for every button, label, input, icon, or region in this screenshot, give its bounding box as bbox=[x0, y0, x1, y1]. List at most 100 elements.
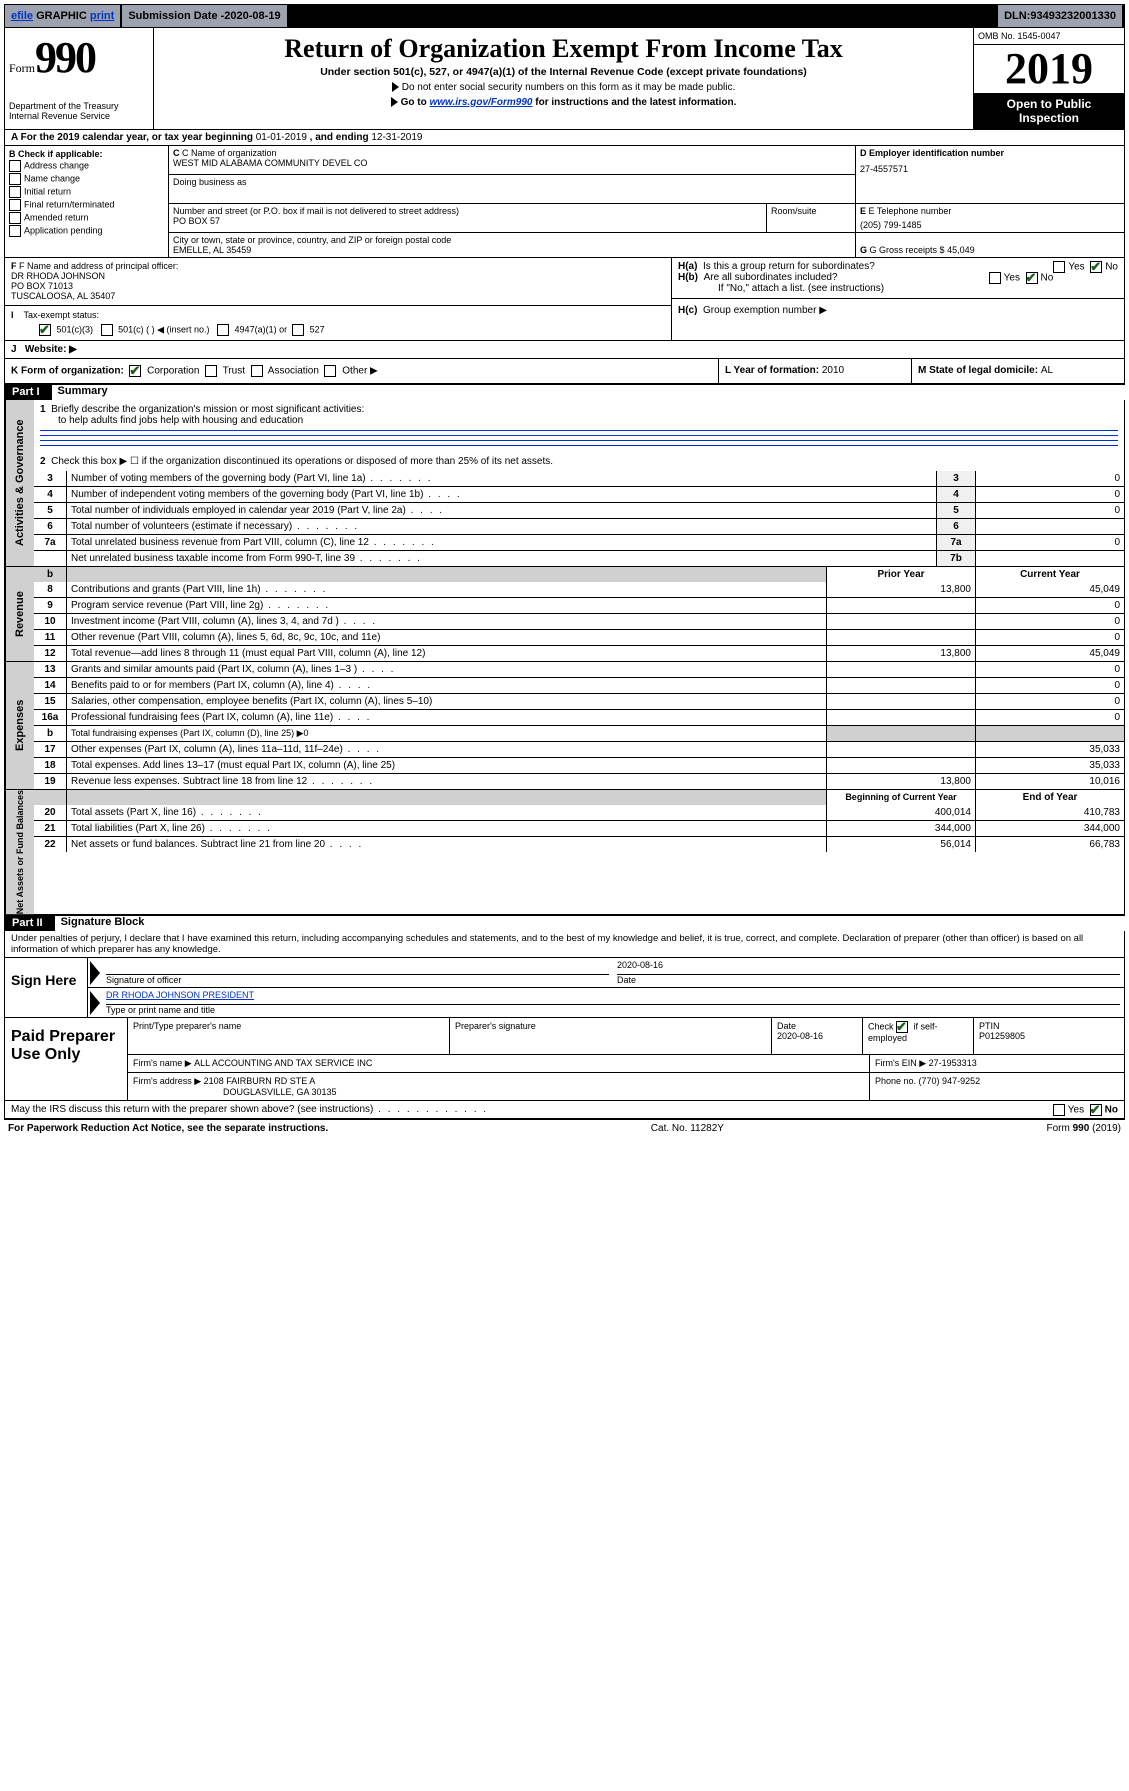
prior-val bbox=[827, 662, 976, 678]
sign-here-block: Sign Here Signature of officer 2020-08-1… bbox=[4, 958, 1125, 1018]
row-box: 4 bbox=[937, 487, 976, 503]
row-val bbox=[976, 519, 1125, 535]
prior-val bbox=[827, 630, 976, 646]
row-num: 3 bbox=[34, 471, 67, 487]
discuss-line: May the IRS discuss this return with the… bbox=[4, 1101, 1125, 1119]
chk-pending[interactable]: Application pending bbox=[9, 225, 164, 237]
chk-amended[interactable]: Amended return bbox=[9, 212, 164, 224]
line-a: A For the 2019 calendar year, or tax yea… bbox=[4, 130, 1125, 146]
row-text: Other revenue (Part VIII, column (A), li… bbox=[67, 630, 827, 646]
tax-status-opts: 501(c)(3) 501(c) ( ) ◀ (insert no.) 4947… bbox=[11, 324, 665, 336]
side-rev: Revenue bbox=[5, 567, 34, 661]
q2-label: Check this box ▶ ☐ if the organization d… bbox=[51, 456, 553, 467]
officer-addr1: PO BOX 71013 bbox=[11, 281, 665, 291]
firm-phone: Phone no. (770) 947-9252 bbox=[870, 1073, 1124, 1100]
row-text: Total liabilities (Part X, line 26) bbox=[67, 821, 827, 837]
net-assets-section: Net Assets or Fund Balances Beginning of… bbox=[4, 790, 1125, 915]
chk-address[interactable]: Address change bbox=[9, 160, 164, 172]
triangle-icon bbox=[392, 82, 399, 92]
line-j: J Website: ▶ bbox=[4, 341, 1125, 359]
tax-year: 2019 bbox=[974, 45, 1124, 93]
part2-header: Part II Signature Block bbox=[4, 915, 1125, 931]
row-box: 6 bbox=[937, 519, 976, 535]
dln-cell: DLN: 93493232001330 bbox=[998, 5, 1122, 27]
curr-val: 35,033 bbox=[976, 742, 1125, 758]
chk-initial[interactable]: Initial return bbox=[9, 186, 164, 198]
row-box: 7a bbox=[937, 535, 976, 551]
phone-label: E E Telephone number bbox=[860, 206, 1120, 216]
chk-4947[interactable] bbox=[217, 324, 229, 336]
firm-addr: Firm's address ▶ 2108 FAIRBURN RD STE AD… bbox=[128, 1073, 870, 1100]
top-links: efile GRAPHIC print bbox=[5, 5, 120, 27]
efile-link[interactable]: efile bbox=[11, 10, 33, 22]
hb-yes[interactable] bbox=[989, 272, 1001, 284]
revenue-section: Revenue bPrior YearCurrent Year 8 Contri… bbox=[4, 567, 1125, 662]
prep-sig-label: Preparer's signature bbox=[450, 1018, 772, 1054]
subtitle-3: Go to www.irs.gov/Form990 for instructio… bbox=[160, 97, 967, 108]
row-num bbox=[34, 551, 67, 567]
hb-no[interactable] bbox=[1026, 272, 1038, 284]
expenses-section: Expenses 13 Grants and similar amounts p… bbox=[4, 662, 1125, 790]
dba-label: Doing business as bbox=[173, 177, 851, 187]
form-header: Form990 Department of the Treasury Inter… bbox=[4, 28, 1125, 130]
side-net: Net Assets or Fund Balances bbox=[5, 790, 34, 914]
row-num: 12 bbox=[34, 646, 67, 662]
irs-link[interactable]: www.irs.gov/Form990 bbox=[429, 97, 532, 108]
row-num: 6 bbox=[34, 519, 67, 535]
curr-val: 0 bbox=[976, 614, 1125, 630]
chk-name[interactable]: Name change bbox=[9, 173, 164, 185]
arrow-icon bbox=[88, 958, 102, 987]
chk-self[interactable] bbox=[896, 1021, 908, 1033]
row-text: Benefits paid to or for members (Part IX… bbox=[67, 678, 827, 694]
city-value: EMELLE, AL 35459 bbox=[173, 245, 851, 255]
box-f: F F Name and address of principal office… bbox=[5, 258, 672, 340]
prior-val bbox=[827, 758, 976, 774]
row-text: Total fundraising expenses (Part IX, col… bbox=[67, 726, 827, 742]
end-year-header: End of Year bbox=[976, 790, 1125, 805]
ha-yes[interactable] bbox=[1053, 261, 1065, 273]
form-title: Return of Organization Exempt From Incom… bbox=[160, 34, 967, 64]
prior-val: 13,800 bbox=[827, 646, 976, 662]
header-right: OMB No. 1545-0047 2019 Open to Public In… bbox=[973, 28, 1124, 129]
k-other[interactable] bbox=[324, 365, 336, 377]
graphic-text: GRAPHIC bbox=[36, 10, 87, 22]
k-assoc[interactable] bbox=[251, 365, 263, 377]
row-text: Number of independent voting members of … bbox=[67, 487, 937, 503]
k-corp[interactable] bbox=[129, 365, 141, 377]
row-num: 16a bbox=[34, 710, 67, 726]
irs-label: Internal Revenue Service bbox=[9, 111, 149, 121]
curr-val: 344,000 bbox=[976, 821, 1125, 837]
city-label: City or town, state or province, country… bbox=[173, 235, 851, 245]
row-box: 7b bbox=[937, 551, 976, 567]
begin-year-header: Beginning of Current Year bbox=[827, 790, 976, 805]
ha-no[interactable] bbox=[1090, 261, 1102, 273]
paid-preparer-block: Paid Preparer Use Only Print/Type prepar… bbox=[4, 1018, 1125, 1101]
header-left: Form990 Department of the Treasury Inter… bbox=[5, 28, 154, 129]
discuss-no[interactable] bbox=[1090, 1104, 1102, 1116]
print-link[interactable]: print bbox=[90, 10, 114, 22]
officer-signature-line[interactable] bbox=[106, 960, 609, 975]
org-name: WEST MID ALABAMA COMMUNITY DEVEL CO bbox=[173, 158, 851, 168]
subtitle-2: Do not enter social security numbers on … bbox=[160, 82, 967, 93]
row-num: 13 bbox=[34, 662, 67, 678]
line-klm: K Form of organization: Corporation Trus… bbox=[4, 359, 1125, 384]
row-num: 14 bbox=[34, 678, 67, 694]
chk-501c[interactable] bbox=[101, 324, 113, 336]
k-trust[interactable] bbox=[205, 365, 217, 377]
dept-treasury: Department of the Treasury bbox=[9, 101, 149, 111]
curr-val: 45,049 bbox=[976, 646, 1125, 662]
box-b: B Check if applicable: Address change Na… bbox=[5, 146, 169, 257]
phone-value: (205) 799-1485 bbox=[860, 220, 1120, 230]
prior-val: 400,014 bbox=[827, 805, 976, 821]
chk-final[interactable]: Final return/terminated bbox=[9, 199, 164, 211]
chk-501c3[interactable] bbox=[39, 324, 51, 336]
discuss-yes[interactable] bbox=[1053, 1104, 1065, 1116]
prior-val bbox=[827, 742, 976, 758]
footer-right: Form 990 (2019) bbox=[1047, 1123, 1121, 1134]
chk-527[interactable] bbox=[292, 324, 304, 336]
row-text: Total revenue—add lines 8 through 11 (mu… bbox=[67, 646, 827, 662]
prior-val bbox=[827, 694, 976, 710]
row-text: Investment income (Part VIII, column (A)… bbox=[67, 614, 827, 630]
prior-val: 344,000 bbox=[827, 821, 976, 837]
row-text: Total number of individuals employed in … bbox=[67, 503, 937, 519]
